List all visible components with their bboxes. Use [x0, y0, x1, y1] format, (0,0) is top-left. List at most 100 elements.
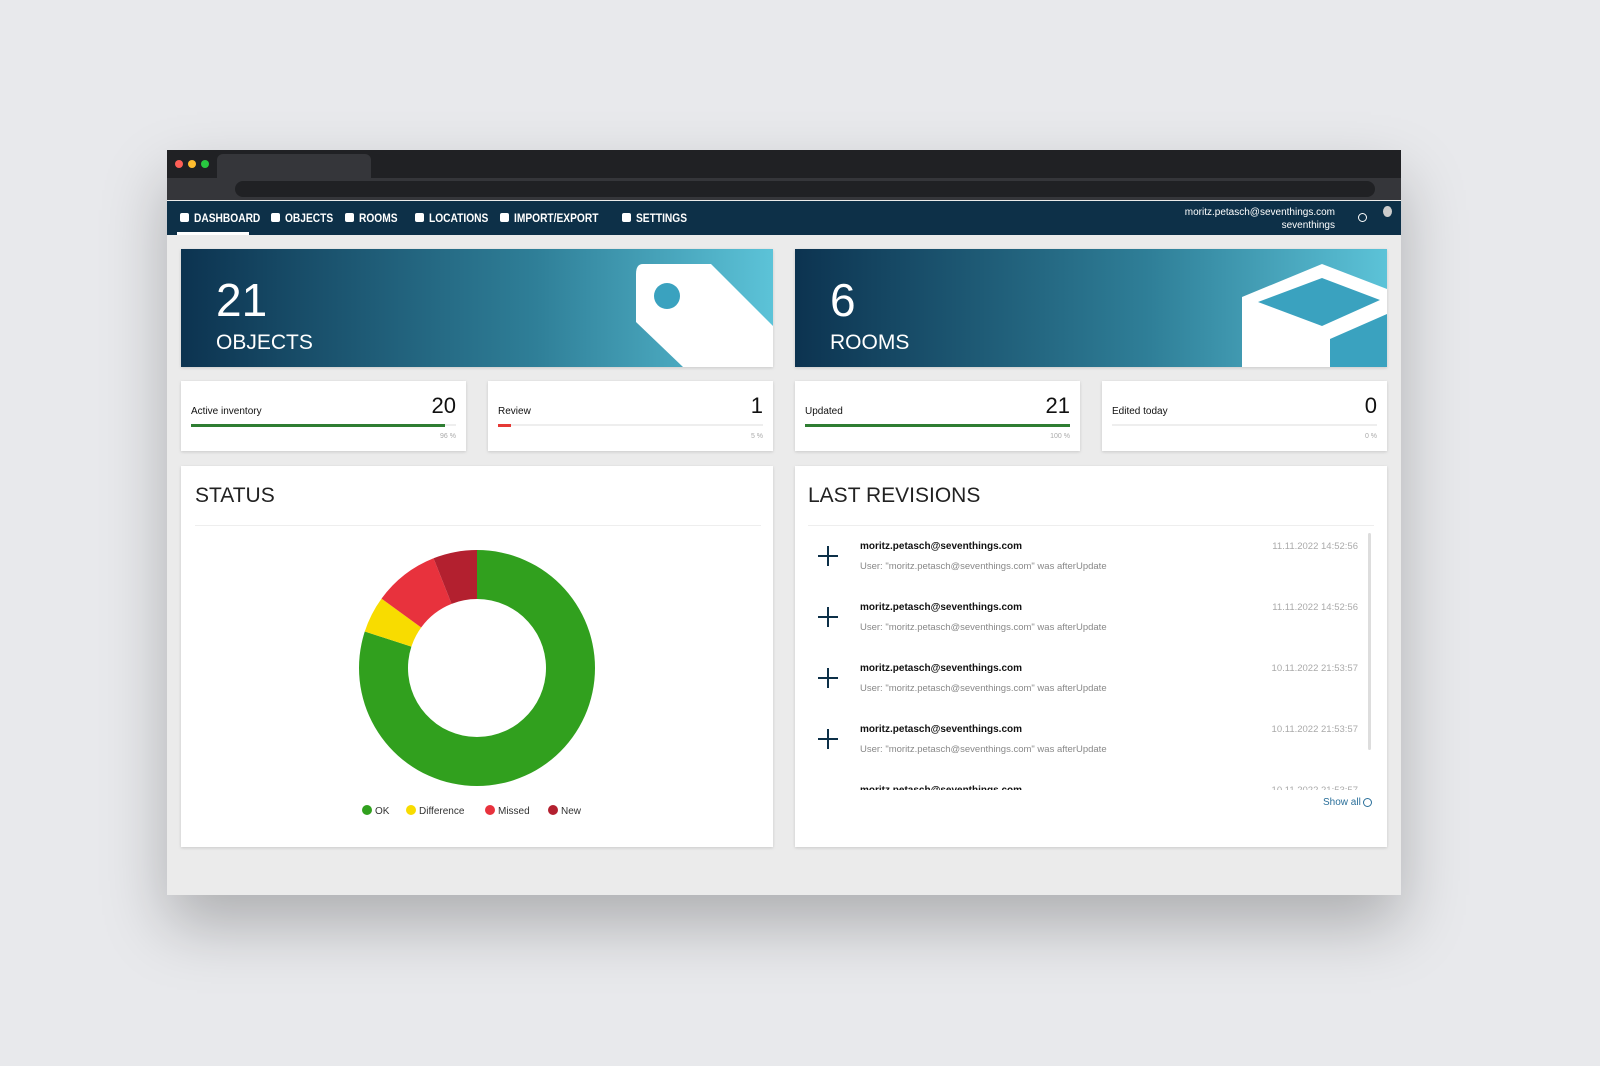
legend-swatch — [485, 805, 495, 815]
progress-bar — [498, 424, 512, 427]
progress-percent: 5 % — [750, 433, 763, 440]
plus-v — [827, 546, 829, 566]
rooms-banner[interactable]: 6 ROOMS — [795, 249, 1387, 367]
scrollbar[interactable] — [1368, 533, 1371, 750]
plus-v — [827, 729, 829, 749]
stat-card: Edited today 0 0 % — [1102, 381, 1387, 451]
panel-title: LAST REVISIONS — [808, 484, 981, 507]
revision-user: moritz.petasch@seventhings.com — [860, 785, 1022, 790]
revision-list: moritz.petasch@seventhings.com User: "mor… — [808, 531, 1363, 790]
divider — [195, 525, 761, 526]
revision-date: 10.11.2022 21:53:57 — [1271, 724, 1358, 735]
objects-banner[interactable]: 21 OBJECTS — [181, 249, 773, 367]
revision-date: 10.11.2022 21:53:57 — [1272, 785, 1358, 790]
progress-percent: 0 % — [1364, 433, 1377, 440]
stat-label: Review — [498, 406, 531, 417]
revision-date: 11.11.2022 14:52:56 — [1272, 602, 1358, 613]
nav-icon — [180, 213, 189, 222]
user-email: moritz.petasch@seventhings.com — [1184, 207, 1335, 218]
show-all-link[interactable]: Show all — [1323, 797, 1361, 808]
stat-card: Review 1 5 % — [488, 381, 773, 451]
progress-track — [1112, 424, 1377, 426]
stat-count: 21 — [1045, 393, 1070, 418]
divider — [808, 525, 1374, 526]
legend-label: Difference — [419, 806, 465, 817]
nav-item[interactable]: LOCATIONS — [429, 211, 489, 225]
donut-segment — [433, 550, 477, 604]
nav-icon — [415, 213, 424, 222]
panel-title: STATUS — [195, 484, 275, 507]
stat-count: 1 — [750, 393, 763, 418]
donut-segment — [364, 598, 422, 647]
stat-label: Updated — [805, 406, 843, 417]
nav-item[interactable]: SETTINGS — [636, 211, 688, 225]
progress-bar — [191, 424, 446, 427]
donut-segment — [381, 558, 452, 628]
donut-segment — [359, 550, 595, 786]
stat-card: Updated 21 100 % — [795, 381, 1080, 451]
revision-user: moritz.petasch@seventhings.com — [860, 663, 1023, 674]
min-dot[interactable] — [188, 160, 196, 168]
revision-date: 10.11.2022 21:53:57 — [1271, 663, 1358, 674]
nav-icon — [271, 213, 280, 222]
stat-count: 20 — [431, 393, 456, 418]
revision-icon — [818, 668, 838, 688]
status-panel: STATUS OK Difference Missed New — [181, 466, 773, 847]
stat-card: Active inventory 20 96 % — [181, 381, 466, 451]
legend-swatch — [406, 805, 416, 815]
stat-label: Active inventory — [191, 406, 262, 417]
banner-label: OBJECTS — [216, 331, 313, 354]
revision-text: User: "moritz.petasch@seventhings.com" w… — [860, 683, 1107, 694]
banner-label: ROOMS — [830, 331, 910, 354]
banner-count: 6 — [830, 274, 856, 326]
nav-icon — [345, 213, 354, 222]
user-org: seventhings — [1281, 220, 1335, 231]
banner-count: 21 — [216, 274, 268, 326]
revision-text: User: "moritz.petasch@seventhings.com" w… — [860, 622, 1107, 633]
nav-item[interactable]: IMPORT/EXPORT — [514, 211, 599, 225]
progress-percent: 96 % — [440, 433, 456, 440]
nav-item[interactable]: ROOMS — [359, 211, 398, 225]
revision-date: 11.11.2022 14:52:56 — [1272, 541, 1358, 552]
revision-icon — [818, 607, 838, 627]
revisions-panel: LAST REVISIONS moritz.petasch@seventhing… — [795, 466, 1387, 847]
legend-label: Missed — [498, 806, 530, 817]
legend-swatch — [548, 805, 558, 815]
revision-text: User: "moritz.petasch@seventhings.com" w… — [860, 561, 1107, 572]
revision-user: moritz.petasch@seventhings.com — [860, 541, 1023, 552]
avatar[interactable] — [1383, 206, 1392, 217]
nav-item[interactable]: DASHBOARD — [194, 211, 261, 225]
max-dot[interactable] — [201, 160, 209, 168]
revision-icon — [818, 546, 838, 566]
tab[interactable] — [217, 154, 371, 178]
nav-icon — [622, 213, 631, 222]
address-bar — [167, 178, 1401, 200]
box-icon — [1242, 264, 1387, 367]
legend-label: OK — [375, 806, 390, 817]
revision-text: User: "moritz.petasch@seventhings.com" w… — [860, 744, 1107, 755]
nav-icon — [500, 213, 509, 222]
legend-label: New — [561, 806, 582, 817]
plus-v — [827, 668, 829, 688]
user-info[interactable]: moritz.petasch@seventhings.com seventhin… — [1180, 206, 1335, 232]
revision-icon — [818, 729, 838, 749]
nav-item[interactable]: OBJECTS — [285, 211, 334, 225]
stat-count: 0 — [1364, 393, 1377, 418]
active-underline — [177, 232, 249, 235]
progress-track — [498, 424, 763, 426]
progress-percent: 100 % — [1050, 433, 1070, 440]
progress-bar — [805, 424, 1070, 427]
legend-swatch — [362, 805, 372, 815]
donut-chart: OK Difference Missed New — [359, 550, 595, 817]
tab-bar — [167, 150, 1401, 178]
revision-user: moritz.petasch@seventhings.com — [860, 602, 1023, 613]
app-nav — [167, 201, 1401, 235]
show-all-icon[interactable] — [1363, 798, 1372, 807]
tag-icon — [636, 264, 773, 367]
status-icon[interactable] — [1358, 213, 1367, 222]
url-field[interactable] — [235, 181, 1375, 197]
stat-label: Edited today — [1112, 406, 1168, 417]
plus-v — [827, 607, 829, 627]
close-dot[interactable] — [175, 160, 183, 168]
